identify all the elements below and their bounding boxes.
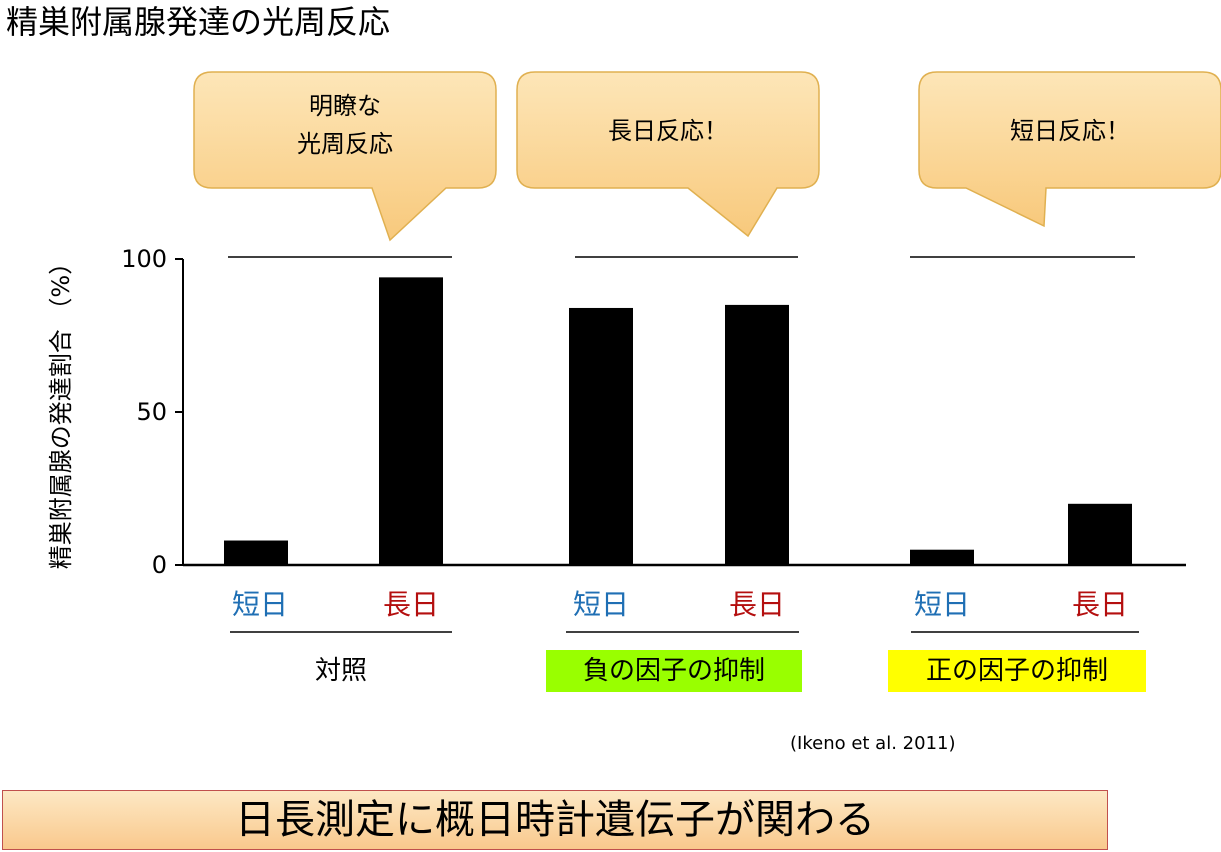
bar-2 [379, 277, 443, 565]
page-title: 精巣附属腺発達の光周反応 [6, 3, 391, 41]
group-label-negative-factor: 負の因子の抑制 [546, 650, 802, 692]
category-label-3: 短日 [573, 588, 629, 621]
bar-5 [910, 549, 974, 565]
category-label-5: 短日 [914, 588, 970, 621]
speech-bubble-1 [193, 71, 497, 242]
speech-bubble-2 [516, 71, 820, 238]
category-label-6: 長日 [1072, 588, 1128, 621]
bar-3 [569, 307, 633, 565]
speech-bubble-3 [918, 71, 1221, 228]
bubble-text-2: 長日反応！ [608, 117, 728, 145]
category-label-4: 長日 [729, 588, 785, 621]
speech-bubbles [193, 71, 1221, 242]
category-label-1: 短日 [232, 588, 288, 621]
bubble-text-1: 明瞭な 光周反応 [297, 92, 393, 158]
group-label-positive-factor: 正の因子の抑制 [888, 650, 1146, 692]
y-tick-label: 50 [136, 398, 167, 426]
group-label-control: 対照 [314, 656, 367, 686]
bar-chart: 0 50 100 短日 長日 短日 長日 短日 長日 [121, 245, 1186, 633]
conclusion-banner: 日長測定に概日時計遺伝子が関わる [2, 790, 1108, 850]
y-tick-label: 0 [152, 551, 167, 579]
bar-1 [224, 540, 288, 565]
bubble-text-3: 短日反応！ [1010, 117, 1130, 145]
category-label-2: 長日 [383, 588, 439, 621]
bar-6 [1068, 503, 1132, 565]
y-tick-label: 100 [121, 245, 167, 273]
bar-4 [725, 304, 789, 565]
citation: (Ikeno et al. 2011) [790, 733, 956, 754]
